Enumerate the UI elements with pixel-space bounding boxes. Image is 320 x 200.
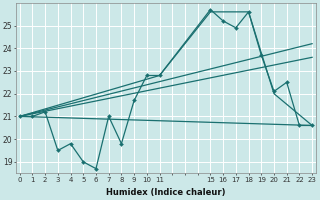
- X-axis label: Humidex (Indice chaleur): Humidex (Indice chaleur): [106, 188, 226, 197]
